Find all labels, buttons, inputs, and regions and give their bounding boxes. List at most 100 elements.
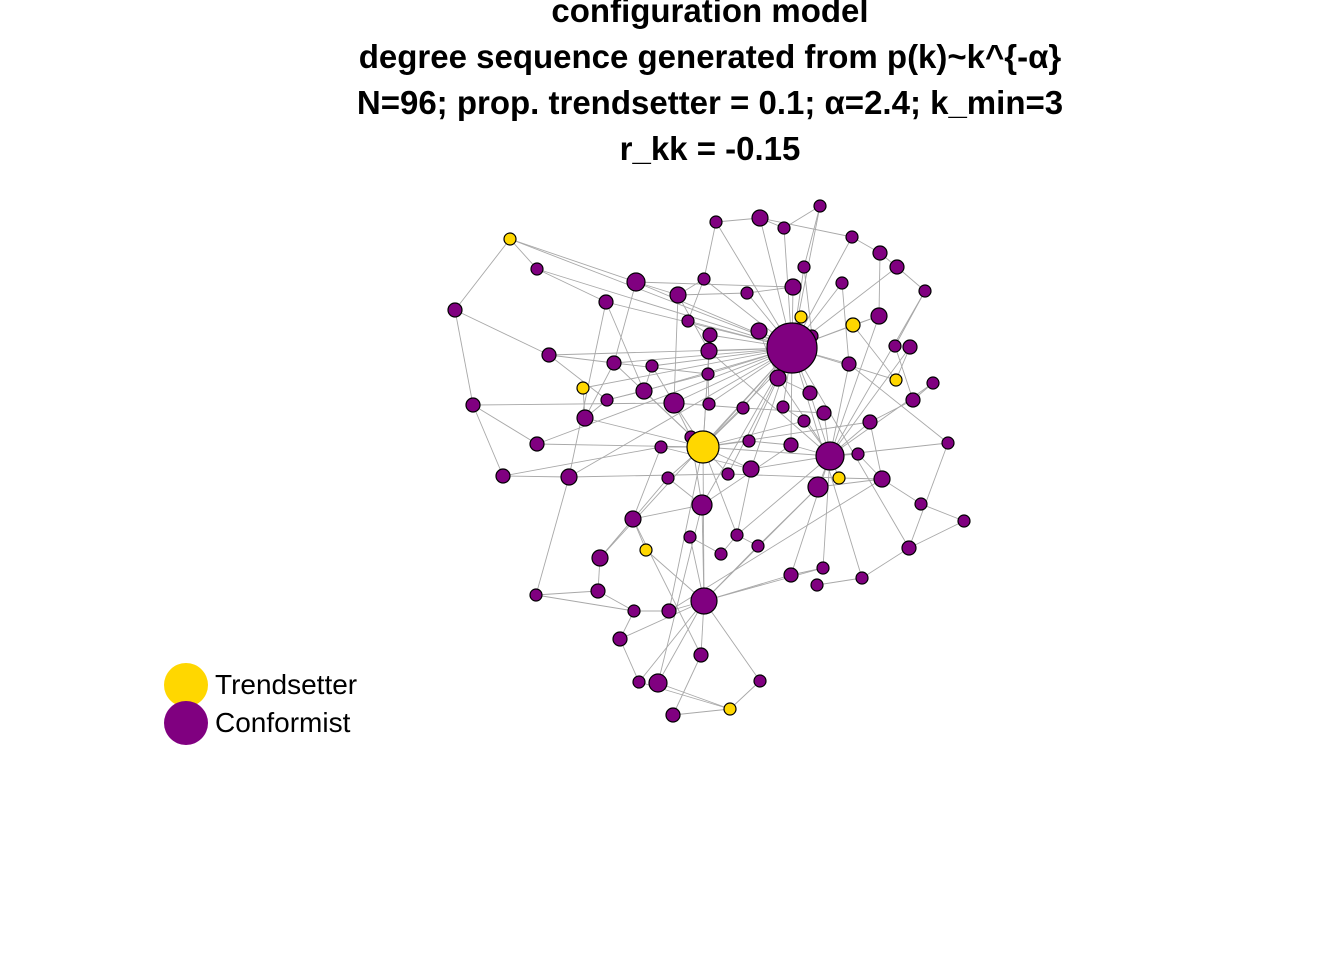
conformist-node xyxy=(701,367,715,381)
network-edge xyxy=(638,600,705,683)
conformist-node xyxy=(612,631,628,647)
network-edge xyxy=(535,594,635,612)
conformist-node xyxy=(541,347,557,363)
network-edge xyxy=(605,301,645,392)
conformist-node xyxy=(889,259,905,275)
conformist-node xyxy=(841,356,857,372)
conformist-node xyxy=(797,414,811,428)
network-edge xyxy=(869,399,914,423)
conformist-node xyxy=(776,400,790,414)
conformist-node xyxy=(851,447,865,461)
conformist-node xyxy=(855,571,869,585)
network-edge xyxy=(829,346,911,457)
conformist-node xyxy=(751,539,765,553)
network-edge xyxy=(584,362,615,419)
network-edge xyxy=(635,281,793,349)
network-edge xyxy=(657,600,705,684)
conformist-node xyxy=(901,540,917,556)
network-edge xyxy=(536,443,704,448)
conformist-node xyxy=(810,578,824,592)
conformist-node xyxy=(702,327,718,343)
conformist-node xyxy=(784,278,802,296)
conformist-node xyxy=(769,369,787,387)
conformist-node xyxy=(654,440,668,454)
conformist-node xyxy=(635,382,653,400)
network-edge xyxy=(657,682,731,710)
network-edge xyxy=(619,600,705,640)
trendsetter-node xyxy=(845,317,861,333)
conformist-node xyxy=(766,322,818,374)
conformist-node xyxy=(495,468,511,484)
network-edge xyxy=(703,567,824,602)
network-edge xyxy=(736,468,752,536)
conformist-node xyxy=(590,583,606,599)
network-edge xyxy=(509,238,538,270)
conformist-node xyxy=(645,359,659,373)
network-edge xyxy=(613,362,709,375)
conformist-node xyxy=(816,561,830,575)
conformist-node xyxy=(529,436,545,452)
network-edge xyxy=(536,268,607,303)
title-line-1: configuration model xyxy=(551,0,869,29)
conformist-node xyxy=(873,470,891,488)
network-edge xyxy=(613,281,637,364)
conformist-node xyxy=(576,409,594,427)
conformist-node xyxy=(902,339,918,355)
network-edge xyxy=(703,600,761,682)
conformist-node xyxy=(700,342,718,360)
conformist-node xyxy=(872,245,888,261)
network-edge xyxy=(841,282,850,365)
network-edge xyxy=(568,473,729,478)
network-edge xyxy=(829,315,880,457)
conformist-node xyxy=(740,286,754,300)
conformist-node xyxy=(753,674,767,688)
conformist-node xyxy=(606,355,622,371)
conformist-node xyxy=(941,436,955,450)
conformist-node xyxy=(661,603,677,619)
network-edge xyxy=(816,577,863,586)
network-edge xyxy=(829,290,926,457)
title-line-4: r_kk = -0.15 xyxy=(619,130,801,167)
legend-item-conformist: Conformist xyxy=(164,701,357,745)
network-edge xyxy=(472,402,675,406)
network-edge xyxy=(687,278,705,322)
legend-swatch-conformist xyxy=(164,701,208,745)
conformist-node xyxy=(626,272,646,292)
conformist-node xyxy=(797,260,811,274)
conformist-node xyxy=(721,467,735,481)
conformist-node xyxy=(624,510,642,528)
trendsetter-node xyxy=(639,543,653,557)
plot-title: configuration model degree sequence gene… xyxy=(0,0,1344,172)
network-edge xyxy=(829,442,949,457)
conformist-node xyxy=(862,414,878,430)
network-edge xyxy=(817,478,883,488)
network-edge xyxy=(509,238,637,283)
network-edge xyxy=(783,205,821,229)
conformist-node xyxy=(742,434,756,448)
conformist-node xyxy=(914,497,928,511)
conformist-node xyxy=(632,675,646,689)
conformist-node xyxy=(835,276,849,290)
legend-swatch-trendsetter xyxy=(164,663,208,707)
network-edge xyxy=(619,638,640,683)
network-edge xyxy=(535,476,570,596)
network-edge xyxy=(502,446,662,477)
conformist-node xyxy=(888,339,902,353)
network-edge xyxy=(536,268,793,349)
conformist-node xyxy=(529,588,543,602)
conformist-node xyxy=(681,314,695,328)
network-edge xyxy=(703,221,717,280)
network-edge xyxy=(536,347,793,445)
conformist-node xyxy=(627,604,641,618)
conformist-node xyxy=(709,215,723,229)
network-edge xyxy=(702,421,871,448)
network-edge xyxy=(878,252,881,317)
network-edge xyxy=(502,475,570,478)
network-edge xyxy=(848,363,949,444)
network-edge xyxy=(822,455,831,569)
network-edge xyxy=(702,420,805,448)
network-edge xyxy=(472,404,504,477)
network-edge xyxy=(790,455,831,576)
conformist-node xyxy=(815,441,845,471)
